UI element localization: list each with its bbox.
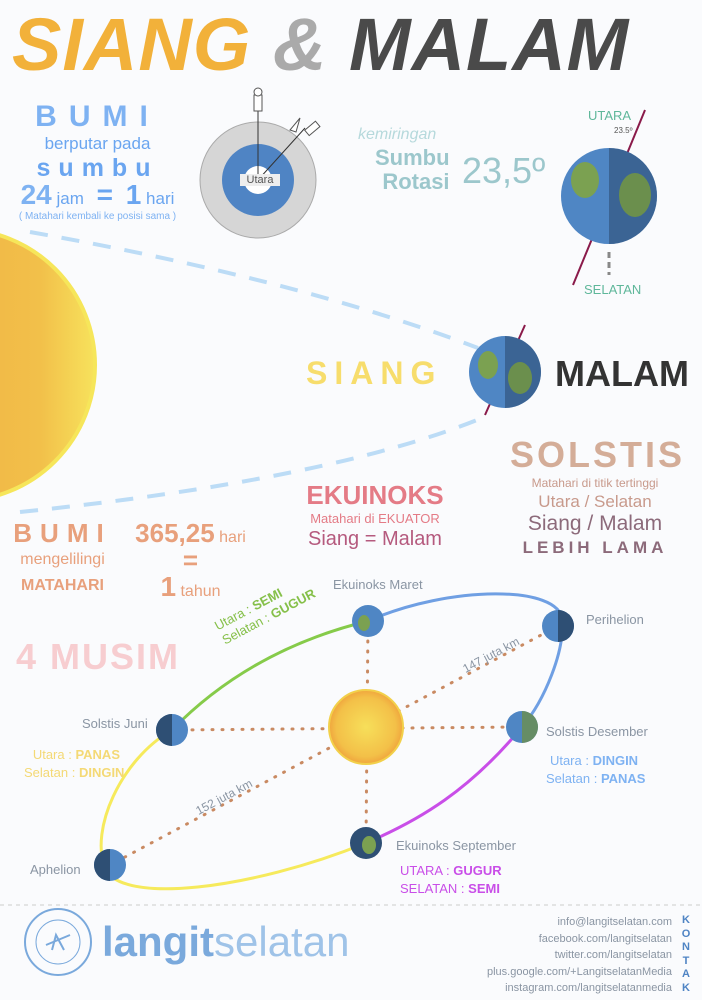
orbit-yellow (99, 728, 367, 891)
orbit-purple (365, 726, 524, 845)
revolution-right: 365,25 hari = 1 tahun (128, 518, 253, 603)
title-night: MALAM (348, 3, 630, 86)
day-count: 1 (125, 179, 142, 210)
dec-s-value: PANAS (600, 771, 646, 786)
tilt-axis1: Sumbu (375, 145, 450, 170)
rotation-earth: BUMI (35, 100, 160, 133)
sep-s-value: SEMI (468, 881, 500, 896)
daynight-earth (469, 324, 541, 416)
tilt-axis2: Rotasi (382, 169, 450, 194)
contact-instagram[interactable]: instagram.com/langitselatanmedia (505, 982, 672, 994)
revolution-orbits: mengelilingi (20, 551, 105, 568)
contact-label: KONTAK (681, 914, 691, 994)
label-aphelion: Aphelion (30, 862, 81, 877)
label-june: Solstis Juni (82, 716, 148, 731)
equals: = (96, 179, 113, 210)
equinox-title: EKUINOKS (306, 480, 444, 510)
solstice-line1: Matahari di titik tertinggi (531, 476, 659, 490)
tilt-value: 23,5º (462, 150, 546, 191)
orbit-dashed-top (29, 230, 479, 350)
contact-facebook[interactable]: facebook.com/langitselatan (538, 932, 672, 945)
rotation-rotates: berputar pada (44, 134, 151, 153)
rotation-equation: 24 jam = 1 hari (10, 179, 185, 211)
revolution-earth: BUMI (13, 518, 112, 548)
equinox-line1: Matahari di EKUATOR (310, 511, 440, 526)
season-september: UTARA : GUGUR SELATAN : SEMI (400, 862, 502, 898)
solstice-line3: Siang / Malam (527, 512, 663, 535)
june-s-value: DINGIN (78, 765, 125, 780)
orbit-sun (328, 689, 404, 765)
hours-unit: jam (56, 189, 84, 208)
tilt-north: UTARA (588, 108, 632, 123)
solstice-line2: Utara / Selatan (538, 492, 652, 511)
day-label: SIANG (306, 355, 443, 391)
revolution-sun: MATAHARI (21, 577, 104, 594)
label-march: Ekuinoks Maret (333, 577, 423, 592)
hours: 24 (20, 179, 52, 210)
season-june: Utara : PANAS Selatan : DINGIN (24, 746, 124, 782)
contact-twitter[interactable]: twitter.com/langitselatan (554, 949, 672, 961)
sep-n-value: GUGUR (453, 863, 502, 878)
brand-bold: langit (102, 918, 214, 965)
equinox-line2: Siang = Malam (308, 528, 442, 550)
orbit-green (170, 619, 369, 732)
title-day: SIANG (12, 3, 252, 86)
revolution-left: BUMI mengelilingi MATAHARI (10, 518, 115, 595)
tilt-label: kemiringan (358, 126, 437, 143)
sep-n: UTARA : (400, 863, 454, 878)
diagram-label-utara: Utara (240, 174, 280, 186)
rotation-diagram (199, 87, 321, 239)
seal-logo (24, 908, 92, 976)
days: 365,25 (135, 518, 215, 548)
seasons-title: 4 MUSIM (16, 636, 181, 677)
rotation-note: ( Matahari kembali ke posisi sama ) (18, 211, 177, 222)
solstice-line4: LEBIH LAMA (522, 538, 668, 557)
season-december: Utara : DINGIN Selatan : PANAS (546, 752, 645, 788)
dec-n: Utara : (549, 753, 593, 768)
june-n: Utara : (32, 747, 76, 762)
label-perihelion: Perihelion (586, 612, 644, 627)
night-label: MALAM (555, 353, 689, 394)
dec-n-value: DINGIN (592, 753, 639, 768)
contact-list: info@langitselatan.com facebook.com/lang… (460, 914, 672, 997)
big-sun (0, 233, 97, 497)
label-december: Solstis Desember (546, 724, 648, 739)
day-unit: hari (146, 189, 175, 208)
brand-logo[interactable]: langitselatan (102, 918, 349, 966)
years: 1 (160, 571, 177, 602)
tilt-axis-label: Sumbu Rotasi (375, 146, 450, 194)
tilted-earth (561, 109, 657, 286)
sep-s: SELATAN : (400, 881, 469, 896)
june-s: Selatan : (24, 765, 79, 780)
label-september: Ekuinoks September (396, 838, 516, 853)
equinox-block: EKUINOKS Matahari di EKUATOR Siang = Mal… (295, 480, 455, 551)
orbit-earths (94, 605, 574, 881)
rotation-axis: sumbu (36, 154, 159, 182)
contact-email[interactable]: info@langitselatan.com (557, 916, 672, 928)
days-unit: hari (219, 529, 246, 546)
orbit-dashed-bottom (19, 416, 483, 514)
brand-light: selatan (214, 918, 350, 965)
june-n-value: PANAS (75, 747, 120, 762)
solstice-block: SOLSTIS Matahari di titik tertinggi Utar… (510, 434, 686, 558)
tilt-south: SELATAN (584, 282, 642, 297)
dec-s: Selatan : (546, 771, 601, 786)
title-amp: & (272, 3, 328, 86)
years-unit: tahun (180, 583, 221, 600)
rotation-text: BUMI berputar pada sumbu 24 jam = 1 hari… (10, 100, 185, 222)
solstice-title: SOLSTIS (510, 434, 686, 475)
contact-googleplus[interactable]: plus.google.com/+LangitselatanMedia (487, 965, 672, 978)
tilt-angle-small: 23.5º (614, 126, 633, 135)
revolution-equals: = (182, 545, 199, 575)
